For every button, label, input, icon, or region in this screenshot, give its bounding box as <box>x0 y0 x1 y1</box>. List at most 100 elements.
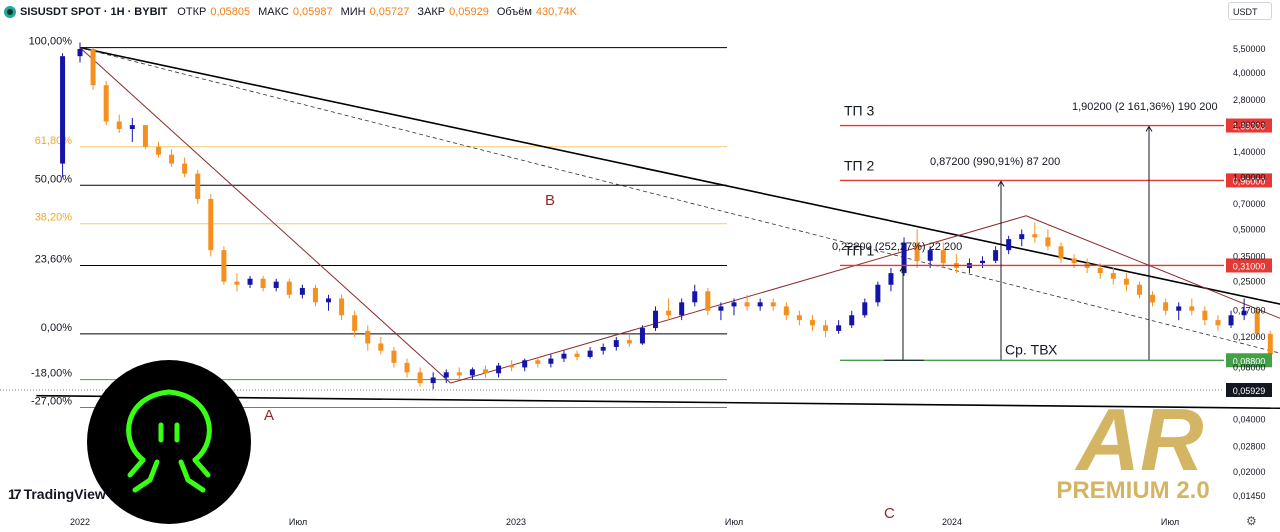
candle <box>836 320 842 334</box>
wave-label-b: B <box>545 192 555 209</box>
candle-body <box>626 340 632 344</box>
fib-level-label: 61,80% <box>35 135 73 147</box>
candle <box>365 325 371 351</box>
candle-body <box>705 291 711 311</box>
candle-body <box>155 146 161 155</box>
candle <box>404 358 410 378</box>
candle-body <box>391 350 397 363</box>
y-tick-label: 0,35000 <box>1233 251 1266 261</box>
candle-body <box>561 353 567 359</box>
volume-label: Объём <box>496 6 532 18</box>
candle-body <box>849 315 855 326</box>
y-tick-label: 1,00000 <box>1233 172 1266 182</box>
candle-body <box>509 365 515 368</box>
target-price-label: 1,99000 <box>1233 122 1266 132</box>
x-tick-label: 2022 <box>70 517 90 527</box>
fib-level-label: -18,00% <box>31 368 72 380</box>
candle-body <box>783 306 789 316</box>
candle-body <box>169 154 175 164</box>
x-tick-label: 2023 <box>506 517 526 527</box>
target-arrow-head <box>1145 125 1153 132</box>
candle <box>613 336 619 351</box>
settings-gear-icon[interactable]: ⚙ <box>1246 514 1257 528</box>
y-tick-label: 1,40000 <box>1233 147 1266 157</box>
candle-body <box>195 173 201 199</box>
candle <box>1241 298 1247 321</box>
candle <box>587 346 593 359</box>
currency-button[interactable]: USDT <box>1228 2 1272 20</box>
candle-body <box>430 377 436 384</box>
candle <box>1006 235 1012 255</box>
candle <box>496 362 502 378</box>
candle-body <box>182 163 188 174</box>
candle-body <box>365 330 371 344</box>
candle-body <box>770 302 776 307</box>
candle-body <box>1097 267 1103 274</box>
candle-body <box>1006 239 1012 251</box>
last-price-label: 0,05929 <box>1233 386 1266 396</box>
fib-level-label: 50,00% <box>35 173 73 185</box>
fib-level-label: 38,20% <box>35 212 73 224</box>
candle <box>796 310 802 326</box>
candle <box>1163 298 1169 316</box>
tradingview-logo-icon: 17 <box>8 486 22 502</box>
candle <box>639 325 645 345</box>
candle <box>77 42 83 63</box>
octopus-tentacles <box>127 457 211 493</box>
symbol-title[interactable]: SISUSDT SPOT · 1H · BYBIT <box>20 6 168 18</box>
candle-body <box>1163 302 1169 311</box>
target-name: ТП 1 <box>844 242 875 258</box>
candle-body <box>901 242 907 274</box>
candle <box>482 365 488 378</box>
candle <box>888 267 894 292</box>
candle-body <box>1254 310 1260 334</box>
candle <box>901 237 907 276</box>
last-price-tag <box>1226 382 1272 397</box>
candle-body <box>260 278 266 288</box>
candle-body <box>417 372 423 384</box>
candle-body <box>1267 333 1273 355</box>
candle <box>509 360 515 372</box>
candle <box>273 278 279 292</box>
candle <box>103 80 109 126</box>
candle <box>208 194 214 257</box>
octopus-logo <box>87 360 251 524</box>
candle <box>142 125 148 150</box>
candle-body <box>600 346 606 351</box>
candle <box>1136 281 1142 299</box>
candle <box>129 117 135 142</box>
candle <box>1019 229 1025 247</box>
y-tick-label: 0,17000 <box>1233 306 1266 316</box>
close-label: ЗАКР <box>417 6 446 18</box>
candle <box>535 356 541 368</box>
candle-body <box>639 328 645 344</box>
candle <box>352 310 358 337</box>
candle <box>927 246 933 268</box>
candle-body <box>522 360 528 368</box>
close-value: 0,05929 <box>449 6 489 18</box>
candle <box>692 284 698 307</box>
candle-body <box>1215 320 1221 326</box>
low-label: МИН <box>340 6 366 18</box>
wave-label-a: A <box>264 407 274 424</box>
candle-body <box>823 325 829 331</box>
candle-body <box>60 56 66 164</box>
target-note: 0,22200 (252,27%) 22 200 <box>832 241 962 253</box>
candle-body <box>234 281 240 285</box>
candle-body <box>90 49 96 86</box>
candle-body <box>927 250 933 261</box>
low-value: 0,05727 <box>369 6 410 18</box>
candle <box>953 254 959 274</box>
candle <box>221 246 227 285</box>
tradingview-logo[interactable]: 17 TradingView <box>8 486 106 502</box>
candle-body <box>129 125 135 130</box>
candle-body <box>1228 315 1234 326</box>
candle <box>1032 222 1038 243</box>
y-tick-label: 0,02800 <box>1233 441 1266 451</box>
candle <box>247 275 253 288</box>
candle-body <box>692 291 698 303</box>
wave-label-c: C <box>884 505 895 522</box>
entry-price-label: 0,08800 <box>1233 356 1266 366</box>
target-note: 1,90200 (2 161,36%) 190 200 <box>1072 101 1218 113</box>
